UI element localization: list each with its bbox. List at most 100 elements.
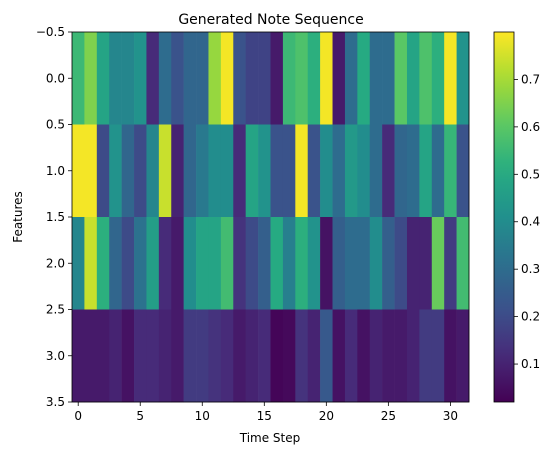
heatmap-cell — [171, 125, 184, 218]
heatmap-cell — [345, 32, 358, 125]
heatmap-cell — [134, 125, 147, 218]
heatmap-cell — [208, 217, 221, 310]
heatmap-cell — [370, 125, 383, 218]
heatmap-cell — [444, 125, 457, 218]
y-axis-label: Features — [11, 191, 25, 243]
y-tick-label: 0.0 — [46, 71, 65, 85]
heatmap-cell — [72, 125, 85, 218]
heatmap-cell — [382, 217, 395, 310]
x-tick-label: 20 — [319, 409, 334, 423]
heatmap-cell — [271, 217, 284, 310]
heatmap-cell — [357, 32, 370, 125]
heatmap-cell — [171, 310, 184, 403]
heatmap-cell — [407, 217, 420, 310]
heatmap-cell — [457, 32, 470, 125]
heatmap-cell — [407, 125, 420, 218]
x-tick-label: 5 — [136, 409, 144, 423]
x-tick-label: 0 — [74, 409, 82, 423]
heatmap-cell — [146, 32, 159, 125]
heatmap-cell — [395, 310, 408, 403]
heatmap-cell — [184, 217, 197, 310]
heatmap-cell — [271, 32, 284, 125]
colorbar-axis: 0.1 0.2 0.3 0.4 0.5 0.6 0.7 — [514, 72, 540, 371]
heatmap-cell — [221, 217, 234, 310]
heatmap-cell — [444, 217, 457, 310]
heatmap-cell — [233, 310, 246, 403]
heatmap-cell — [122, 32, 135, 125]
heatmap-cell — [159, 32, 172, 125]
heatmap-cell — [419, 217, 432, 310]
heatmap-cell — [72, 217, 85, 310]
heatmap-cell — [246, 217, 259, 310]
heatmap-cell — [345, 125, 358, 218]
heatmap-cell — [283, 32, 296, 125]
heatmap-cell — [295, 217, 308, 310]
heatmap-cell — [370, 32, 383, 125]
heatmap-cell — [357, 217, 370, 310]
heatmap-cell — [457, 310, 470, 403]
y-tick-label: 2.5 — [46, 303, 65, 317]
heatmap-cell — [84, 32, 97, 125]
heatmap-cell — [444, 32, 457, 125]
heatmap-cell — [333, 310, 346, 403]
heatmap-cell — [407, 310, 420, 403]
heatmap-cell — [84, 125, 97, 218]
heatmap-cell — [246, 32, 259, 125]
heatmap-cell — [233, 125, 246, 218]
heatmap-cell — [295, 125, 308, 218]
heatmap-cell — [395, 32, 408, 125]
heatmap-cell — [171, 217, 184, 310]
heatmap-cell — [382, 125, 395, 218]
heatmap-cell — [146, 125, 159, 218]
colorbar-tick-label: 0.3 — [521, 262, 540, 276]
heatmap-cell — [246, 310, 259, 403]
colorbar-tick-label: 0.1 — [521, 357, 540, 371]
y-axis: −0.5 0.0 0.5 1.0 1.5 2.0 2.5 3.0 3.5 — [36, 25, 72, 409]
heatmap-cell — [184, 125, 197, 218]
heatmap-cell — [171, 32, 184, 125]
heatmap-cell — [84, 310, 97, 403]
heatmap-cell — [208, 125, 221, 218]
heatmap-cell — [196, 310, 209, 403]
y-tick-label: 1.0 — [46, 164, 65, 178]
heatmap-cell — [146, 217, 159, 310]
heatmap-cell — [159, 125, 172, 218]
heatmap-cell — [271, 125, 284, 218]
heatmap-cell — [432, 310, 445, 403]
heatmap-cell — [109, 310, 122, 403]
heatmap-cell — [345, 310, 358, 403]
x-tick-label: 10 — [195, 409, 210, 423]
x-axis: 0 5 10 15 20 25 30 — [74, 402, 458, 423]
heatmap-cell — [370, 310, 383, 403]
heatmap-cell — [196, 125, 209, 218]
heatmap-cell — [122, 217, 135, 310]
heatmap-cell — [357, 310, 370, 403]
heatmap-cell — [233, 217, 246, 310]
heatmap-cell — [159, 310, 172, 403]
heatmap-cell — [97, 217, 110, 310]
heatmap-cell — [72, 310, 85, 403]
heatmap-cell — [246, 125, 259, 218]
heatmap-cell — [221, 32, 234, 125]
heatmap-cell — [283, 125, 296, 218]
heatmap-cell — [196, 32, 209, 125]
heatmap-cell — [419, 125, 432, 218]
heatmap-cell — [258, 310, 271, 403]
y-tick-label: 3.5 — [46, 395, 65, 409]
heatmap-cell — [221, 125, 234, 218]
heatmap-cell — [72, 32, 85, 125]
heatmap-cell — [122, 125, 135, 218]
heatmap-cell — [159, 217, 172, 310]
x-tick-label: 15 — [257, 409, 272, 423]
heatmap-cell — [109, 217, 122, 310]
heatmap-cell — [271, 310, 284, 403]
heatmap-cell — [97, 32, 110, 125]
heatmap-cell — [333, 125, 346, 218]
heatmap-cell — [308, 125, 321, 218]
heatmap-cell — [258, 32, 271, 125]
heatmap-cell — [295, 310, 308, 403]
heatmap-cell — [320, 217, 333, 310]
heatmap-cell — [419, 310, 432, 403]
heatmap-cell — [345, 217, 358, 310]
